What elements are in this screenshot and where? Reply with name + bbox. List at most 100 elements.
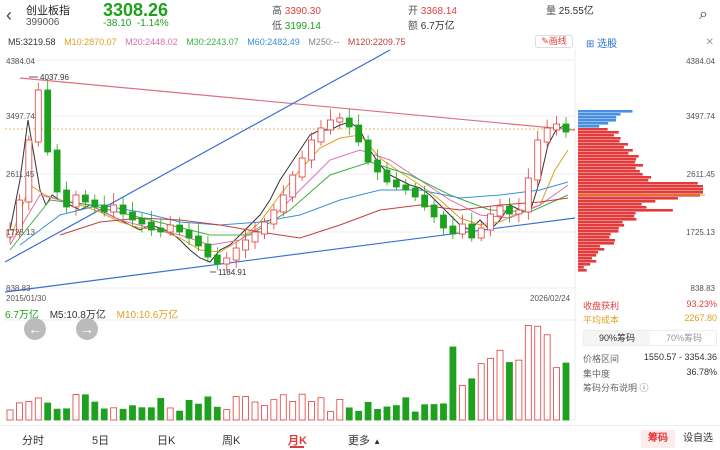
candle <box>543 127 551 143</box>
chip-bar <box>578 110 633 113</box>
date-end: 2026/02/24 <box>530 294 571 303</box>
stock-code: 399006 <box>26 17 60 28</box>
chip-bar <box>578 230 619 233</box>
candle <box>44 89 52 153</box>
chip-bar <box>578 137 621 140</box>
volume-group <box>6 325 570 421</box>
candle <box>308 139 315 161</box>
chip-bar <box>578 170 640 173</box>
volume-bar <box>336 399 344 421</box>
candle <box>213 254 221 265</box>
select-stock-button[interactable]: ⊞ 选股 <box>586 39 618 50</box>
volume-bar <box>110 407 118 421</box>
tab-90[interactable]: 90%筹码 <box>584 331 650 345</box>
candles-group <box>6 80 570 272</box>
chip-bar <box>578 212 636 215</box>
volume-bar <box>421 404 429 421</box>
chip-bar <box>578 245 600 248</box>
volume-bar <box>392 405 400 421</box>
candle <box>364 139 372 163</box>
high-field: 高 3390.30 <box>272 6 321 17</box>
volume-field: 量 25.55亿 <box>546 6 594 17</box>
candle <box>345 117 353 128</box>
y-label-2: 3497.74 <box>6 112 35 121</box>
chip-bar <box>578 143 629 146</box>
tab-daily[interactable]: 日K <box>157 435 176 447</box>
draw-line-button[interactable]: ✎画线 <box>535 35 573 48</box>
volume-bar <box>449 346 457 421</box>
volume-bar <box>44 402 52 421</box>
candle <box>506 205 513 215</box>
concentration-row: 集中度 36.78% <box>583 367 717 379</box>
volume-bar <box>468 378 476 421</box>
tab-minute[interactable]: 分时 <box>22 435 44 447</box>
tab-monthly[interactable]: 月K <box>288 435 307 447</box>
candle <box>421 194 429 208</box>
volume-bar <box>195 403 202 421</box>
candle <box>477 227 485 239</box>
period-tabs <box>0 425 720 450</box>
ma5-line <box>9 119 566 263</box>
volume-bar <box>213 406 221 421</box>
caret-up-icon: ▲ <box>373 437 381 446</box>
volume-bar <box>534 325 542 421</box>
candle <box>553 123 560 131</box>
add-watchlist-button[interactable]: 设自选 <box>683 433 713 444</box>
arrow-left-icon[interactable]: ← <box>24 318 46 340</box>
candle <box>185 229 193 239</box>
chip-distribution <box>578 110 703 272</box>
volume-bar <box>345 407 353 421</box>
close-icon[interactable]: ✕ <box>705 37 714 48</box>
kline-chart[interactable]: 4037.96 1184.91 4384.04 3497.74 2611.45 … <box>0 0 720 425</box>
chip-bar <box>578 185 703 188</box>
candle <box>119 204 127 215</box>
arrow-right-icon[interactable]: → <box>76 318 98 340</box>
y-label-3: 2611.45 <box>6 170 35 179</box>
profit-row: 收盘获利 93.23% <box>583 299 717 311</box>
candle <box>336 117 344 123</box>
tab-5day[interactable]: 5日 <box>92 435 110 447</box>
volume-bar <box>232 396 240 421</box>
chevron-left-icon[interactable]: ‹ <box>6 5 12 25</box>
chip-explain-link[interactable]: 筹码分布说明 ⓘ <box>583 383 649 393</box>
volume-bar <box>53 408 61 421</box>
candle <box>16 199 23 233</box>
tab-weekly[interactable]: 周K <box>222 435 241 447</box>
chip-bar <box>578 152 629 155</box>
chip-bar <box>578 197 678 200</box>
chip-bar <box>578 155 639 158</box>
volume-bar <box>430 404 438 421</box>
volume-bar <box>100 408 108 421</box>
volume-bar <box>543 334 551 421</box>
tab-70[interactable]: 70%筹码 <box>665 333 702 343</box>
candle <box>251 231 259 243</box>
candle <box>176 224 184 233</box>
volume-bar <box>81 394 89 421</box>
chip-bar <box>578 254 597 257</box>
low-annotation: 1184.91 <box>210 268 247 277</box>
volume-bar <box>402 397 410 421</box>
volume-bar <box>119 408 127 421</box>
ann-low-label: 1184.91 <box>218 268 247 277</box>
volume-bar <box>185 399 193 421</box>
volume-bar <box>204 396 212 421</box>
chip-bar <box>578 119 616 122</box>
chip-bar <box>578 149 633 152</box>
candle <box>261 221 268 235</box>
chip-bar <box>578 158 637 161</box>
chip-bar <box>578 173 643 176</box>
volume-bar <box>166 407 174 421</box>
candle <box>562 123 570 133</box>
volume-bar <box>289 401 297 421</box>
volume-bar <box>72 394 80 421</box>
volume-bar <box>524 325 532 421</box>
tab-more[interactable]: 更多 ▲ <box>348 435 381 447</box>
chip-button[interactable]: 筹码 <box>641 430 675 448</box>
volume-bar <box>251 401 259 421</box>
search-icon[interactable]: ⌕ <box>699 6 708 23</box>
high-annotation: 4037.96 <box>29 73 69 82</box>
candle <box>166 224 174 233</box>
volume-bar <box>440 403 447 421</box>
volume-bar <box>487 357 495 421</box>
y-label-4: 1725.13 <box>6 228 35 237</box>
